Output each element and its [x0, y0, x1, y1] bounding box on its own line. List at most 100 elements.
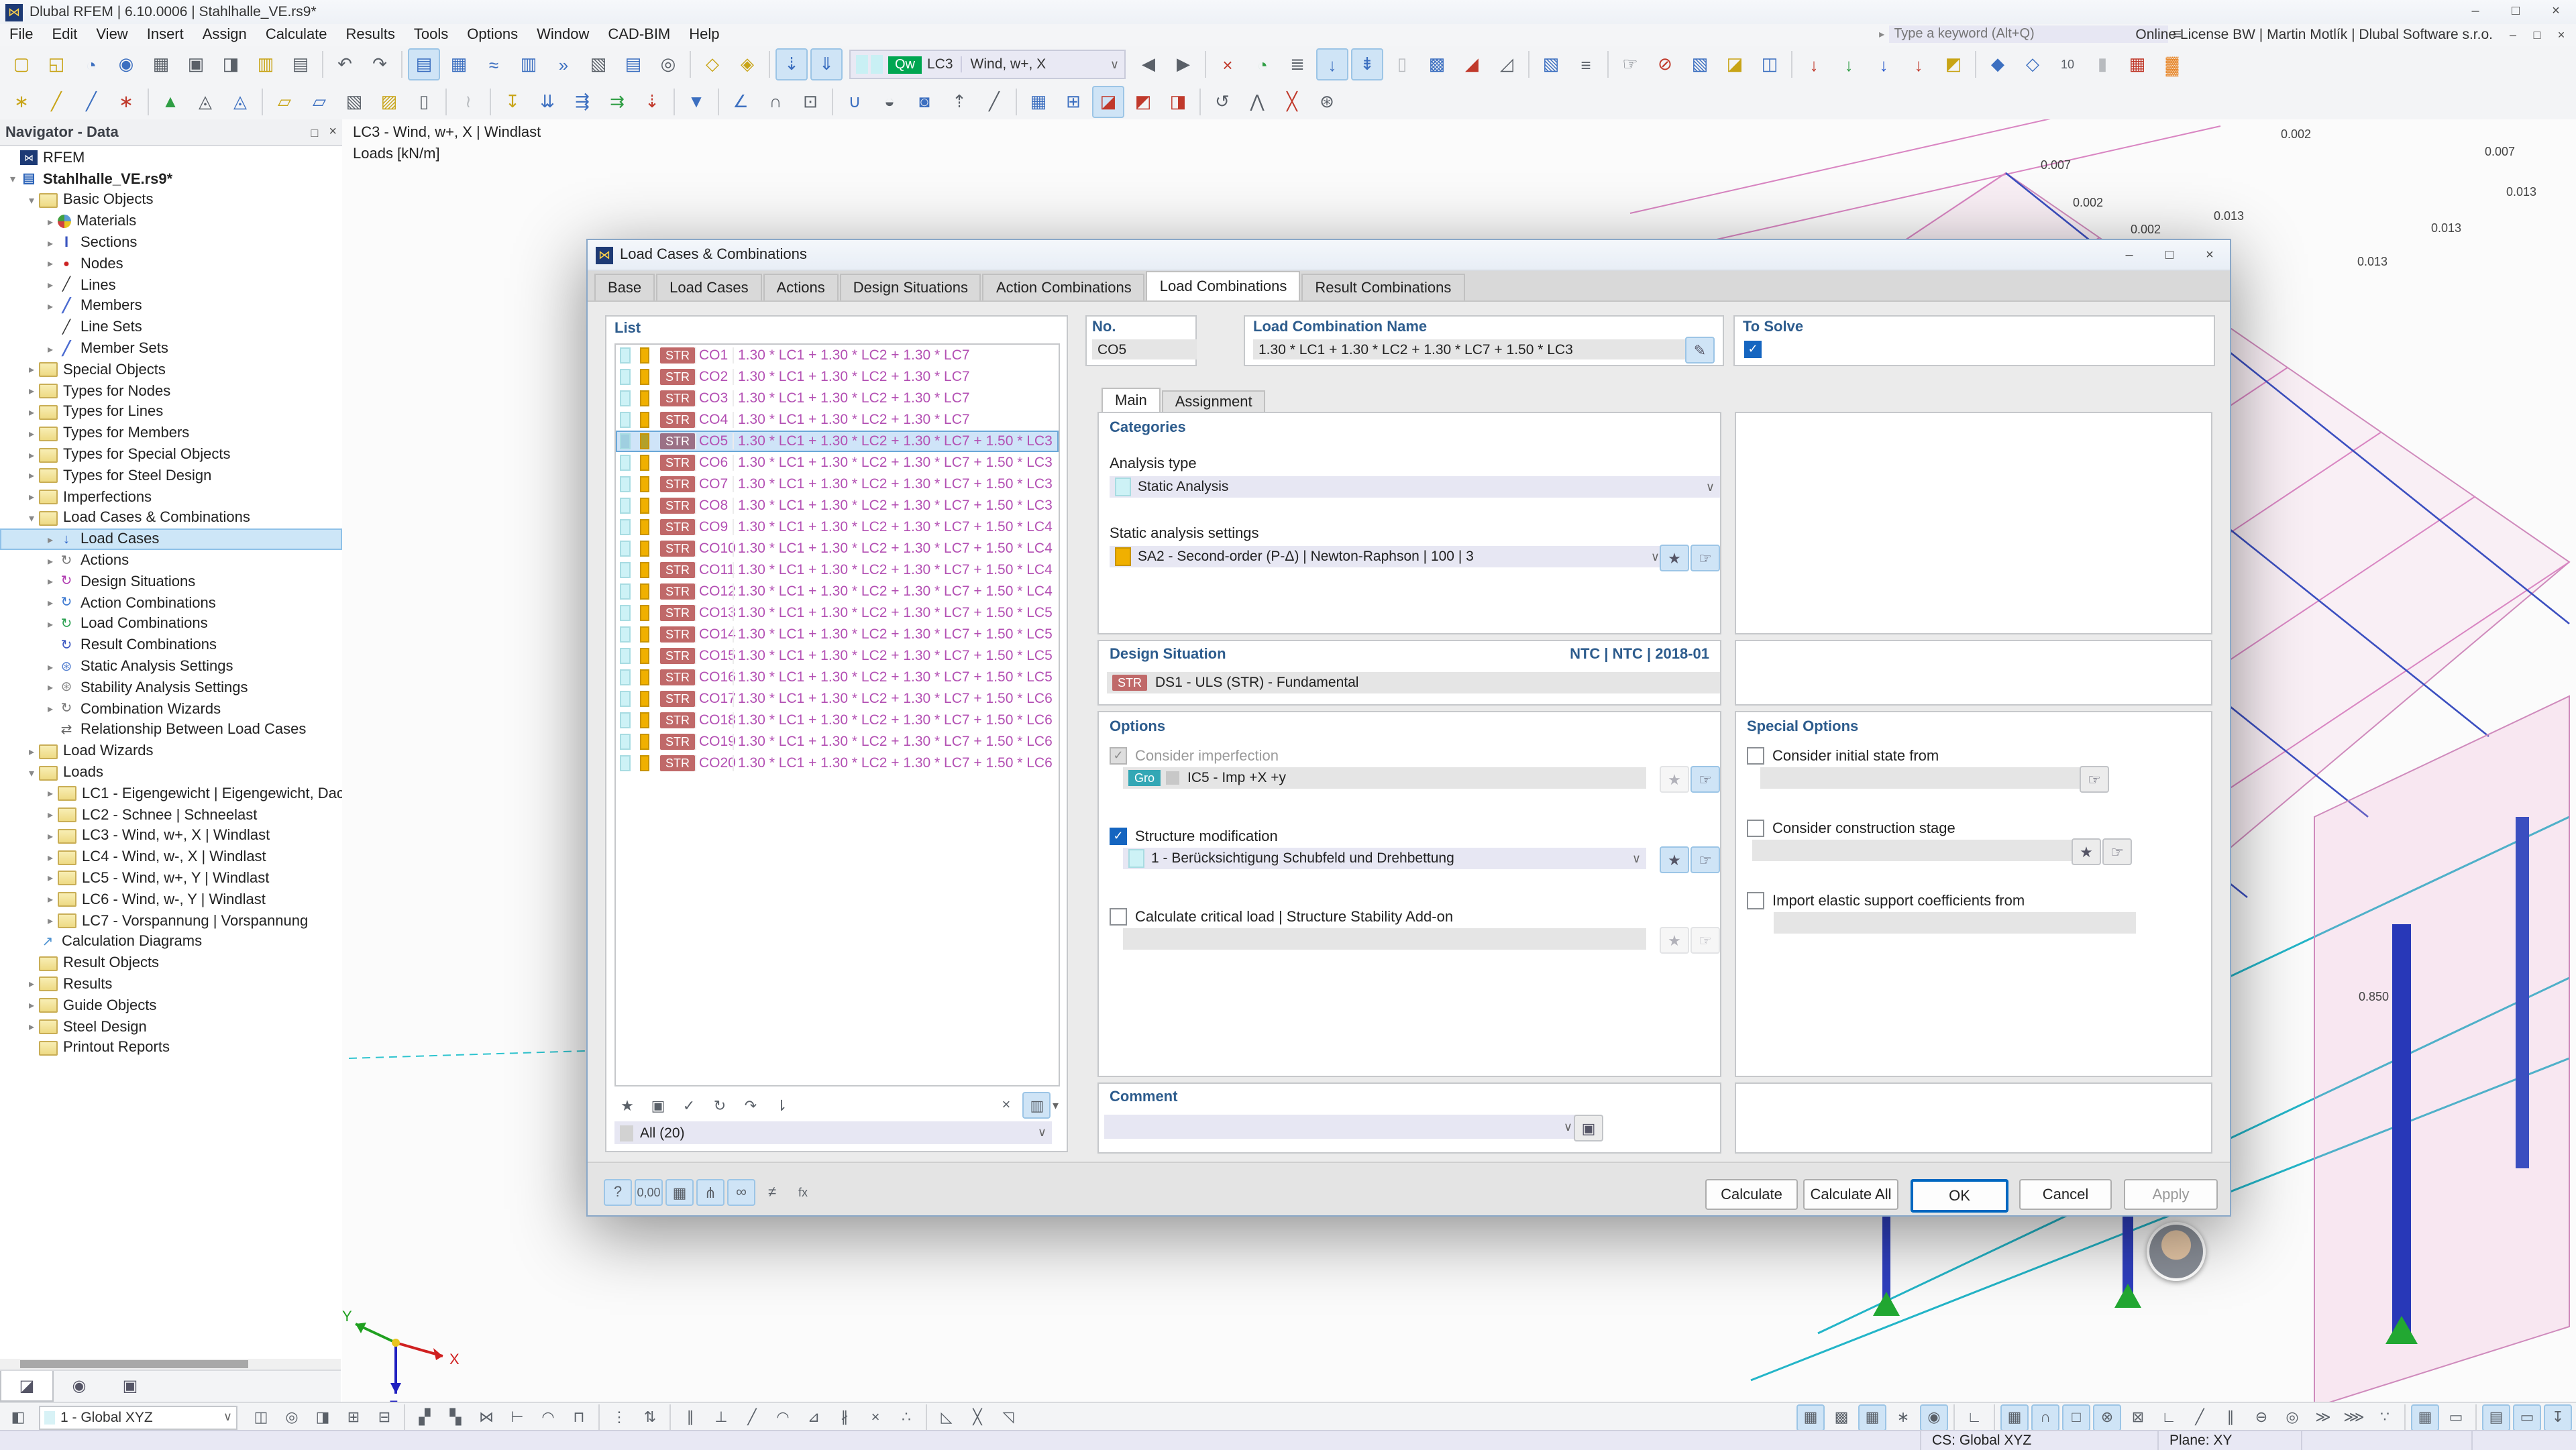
snap-raster-icon[interactable]: ▦	[2411, 1404, 2439, 1431]
arc-icon[interactable]: ◠	[776, 1410, 790, 1426]
detail-tab-assignment[interactable]: Assignment	[1161, 390, 1266, 413]
plane-yz-icon[interactable]: ◩	[1134, 91, 1152, 111]
ramp-gray-icon[interactable]: ◿	[1500, 54, 1513, 74]
load-case-selector[interactable]: Qw LC3 Wind, w+, X ∨	[849, 50, 1126, 79]
manage-models-icon[interactable]: ▦	[152, 54, 170, 74]
tree-item-types-for-special-objects[interactable]: ▸ Types for Special Objects	[0, 444, 342, 465]
tree-item-steel-design[interactable]: ▸ Steel Design	[0, 1016, 342, 1038]
combination-row-co8[interactable]: STR CO8 1.30 * LC1 + 1.30 * LC2 + 1.30 * L…	[616, 495, 1059, 516]
expand-icon[interactable]: ▸	[28, 449, 34, 461]
expand-icon[interactable]: ▸	[47, 893, 53, 906]
new-surface-load-icon[interactable]: ⇶	[575, 91, 590, 111]
combination-row-co19[interactable]: STR CO19 1.30 * LC1 + 1.30 * LC2 + 1.30 * …	[616, 731, 1059, 752]
dialog-tab-actions[interactable]: Actions	[763, 274, 839, 300]
tree-item-lc3-wind-w-x-windlast[interactable]: ▸ LC3 - Wind, w+, X | Windlast	[0, 826, 342, 847]
new-rigid-link-icon[interactable]: ∗	[119, 91, 133, 111]
expand-icon[interactable]: ▸	[28, 1021, 34, 1034]
tree-item-nodes[interactable]: ▸ ● Nodes	[0, 254, 342, 275]
new-node-icon[interactable]: ∗	[14, 91, 29, 111]
tree-item-lc2-schnee-schneelast[interactable]: ▸ LC2 - Schnee | Schneelast	[0, 804, 342, 826]
renumber-icon[interactable]: ⇅	[643, 1410, 657, 1426]
structure-modification-checkbox[interactable]: ✓	[1110, 828, 1127, 845]
solid-copy-icon[interactable]: ◫	[1761, 54, 1778, 74]
select-box-icon[interactable]: ◈	[741, 54, 754, 74]
panel-settings-icon[interactable]: ▧	[1542, 54, 1560, 74]
line-grid-icon[interactable]: ⋮	[612, 1410, 627, 1426]
case-prev-icon[interactable]: ◀	[1142, 54, 1155, 74]
delete-loads-icon[interactable]: ×	[1222, 54, 1233, 74]
grid-points-icon[interactable]: ▦	[1858, 1404, 1886, 1431]
new-hinge-icon[interactable]: ◬	[199, 91, 212, 111]
expand-icon[interactable]: ▸	[47, 533, 53, 546]
detail-tab-main[interactable]: Main	[1102, 388, 1161, 413]
list-refresh-checks-icon[interactable]: ↻	[713, 1098, 727, 1114]
isolate-icon[interactable]: ◩	[1945, 54, 1962, 74]
new-column-icon[interactable]: ▯	[419, 91, 429, 111]
menu-cad-bim[interactable]: CAD-BIM	[608, 27, 671, 43]
layers-icon[interactable]: ▤	[2482, 1404, 2510, 1431]
expand-icon[interactable]: ▸	[28, 385, 34, 398]
tree-item-materials[interactable]: ▸ Materials	[0, 211, 342, 233]
tree-item-guide-objects[interactable]: ▸ Guide Objects	[0, 995, 342, 1017]
object-snap-icon[interactable]: ◉	[1920, 1404, 1948, 1431]
mirror-icon[interactable]: ◨	[315, 1410, 330, 1426]
expand-icon[interactable]: ▸	[28, 406, 34, 419]
analysis-ramp-icon[interactable]: ◢	[1465, 54, 1479, 74]
menu-edit[interactable]: Edit	[52, 27, 78, 43]
combination-row-co12[interactable]: STR CO12 1.30 * LC1 + 1.30 * LC2 + 1.30 * …	[616, 581, 1059, 602]
dialog-tab-design-situations[interactable]: Design Situations	[839, 274, 981, 300]
tree-item-members[interactable]: ▸ ╱ Members	[0, 296, 342, 317]
dialog-tab-action-combinations[interactable]: Action Combinations	[982, 274, 1145, 300]
list-new-icon[interactable]: ★	[621, 1098, 634, 1114]
special-edit-icon[interactable]: ☞	[2080, 766, 2109, 793]
expand-icon[interactable]: ▸	[28, 745, 34, 758]
select-cross-icon[interactable]: ╳	[973, 1410, 982, 1426]
tree-item-lc6-wind-w-y-windlast[interactable]: ▸ LC6 - Wind, w-, Y | Windlast	[0, 889, 342, 911]
tree-item-result-combinations[interactable]: ↻ Result Combinations	[0, 635, 342, 657]
menu-tools[interactable]: Tools	[413, 27, 449, 43]
settings-icon[interactable]: ⊛	[1320, 91, 1334, 111]
expand-icon[interactable]: ▸	[28, 469, 34, 482]
menu-help[interactable]: Help	[689, 27, 720, 43]
list-delete-icon[interactable]: ×	[1002, 1097, 1011, 1113]
combination-row-co1[interactable]: STR CO1 1.30 * LC1 + 1.30 * LC2 + 1.30 * L…	[616, 345, 1059, 366]
merge-icon[interactable]: ⋈	[479, 1410, 494, 1426]
expand-icon[interactable]: ▸	[28, 364, 34, 376]
expand-icon[interactable]: ▸	[47, 215, 53, 228]
tree-item-loads[interactable]: ▾ Loads	[0, 762, 342, 783]
tree-item-load-cases-combinations[interactable]: ▾ Load Cases & Combinations	[0, 508, 342, 529]
combination-row-co17[interactable]: STR CO17 1.30 * LC1 + 1.30 * LC2 + 1.30 * …	[616, 688, 1059, 710]
printout-icon[interactable]: ▤	[292, 54, 309, 74]
relations-icon[interactable]: ⋔	[696, 1179, 724, 1206]
list-columns-icon[interactable]: ▥	[1022, 1092, 1051, 1119]
dialog-minimize-button[interactable]: –	[2125, 247, 2133, 262]
expand-icon[interactable]: ▸	[47, 555, 53, 567]
tree-item-combination-wizards[interactable]: ▸ ↻ Combination Wizards	[0, 698, 342, 720]
select-corner-icon[interactable]: ◹	[1002, 1410, 1014, 1426]
tree-item-action-combinations[interactable]: ▸ ↻ Action Combinations	[0, 592, 342, 614]
list-check-all-icon[interactable]: ✓	[682, 1098, 696, 1114]
dialog-tab-result-combinations[interactable]: Result Combinations	[1301, 274, 1465, 300]
navigator-hscrollbar[interactable]	[0, 1359, 341, 1370]
combination-row-co2[interactable]: STR CO2 1.30 * LC1 + 1.30 * LC2 + 1.30 * L…	[616, 366, 1059, 388]
dialog-help-icon[interactable]: ?	[604, 1179, 632, 1206]
values-xxx-icon[interactable]: ≣	[1290, 54, 1305, 74]
close-button[interactable]: ×	[2552, 4, 2560, 19]
expand-icon[interactable]: ▸	[47, 300, 53, 313]
printout-new-icon[interactable]: ▥	[257, 54, 274, 74]
tree-item-line-sets[interactable]: ╱ Line Sets	[0, 317, 342, 339]
tree-item-types-for-steel-design[interactable]: ▸ Types for Steel Design	[0, 465, 342, 487]
table-show-icon[interactable]: ▤	[408, 48, 440, 80]
view-axis-minus-x-icon[interactable]: ↓	[1914, 54, 1923, 74]
formula-icon[interactable]: fx	[798, 1186, 808, 1199]
new-model-icon[interactable]: ▢	[13, 54, 30, 74]
dimension-icon[interactable]: 10	[2060, 58, 2074, 71]
delete-guide-icon[interactable]: ×	[871, 1409, 880, 1425]
render-mode-icon[interactable]: ◧	[11, 1410, 25, 1426]
expand-icon[interactable]: ▸	[28, 491, 34, 504]
arrow-up-icon[interactable]: ⇡	[952, 91, 967, 111]
settings-new-icon[interactable]: ★	[1660, 545, 1689, 571]
nav-tab-display[interactable]: ◉	[72, 1376, 87, 1395]
tree-item-actions[interactable]: ▸ ↻ Actions	[0, 550, 342, 571]
dialog-title-bar[interactable]: ⋈ Load Cases & Combinations – □ ×	[588, 240, 2230, 271]
